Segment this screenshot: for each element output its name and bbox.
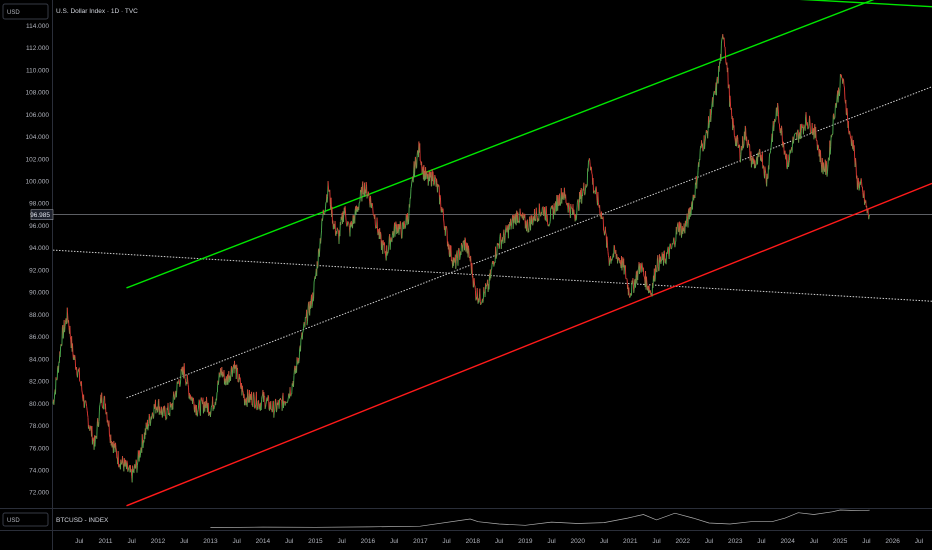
- btc-index-pane: [210, 509, 870, 528]
- y-tick-label: 76.000: [29, 445, 49, 452]
- btc-index-line: [210, 509, 870, 528]
- channel-lower-line: [126, 182, 932, 507]
- x-tick-label: 2024: [780, 538, 795, 545]
- y-tick-label: 74.000: [29, 468, 49, 475]
- x-tick-label: Jul: [495, 538, 504, 545]
- y-tick-label: 114.000: [26, 23, 49, 30]
- x-tick-label: Jul: [915, 538, 924, 545]
- x-tick-label: Jul: [285, 538, 294, 545]
- x-tick-label: 2019: [518, 538, 533, 545]
- x-tick-label: Jul: [600, 538, 609, 545]
- last-price-marker: 96.985: [30, 209, 54, 221]
- x-tick-label: 2023: [728, 538, 743, 545]
- y-tick-label: 108.000: [26, 90, 50, 97]
- x-tick-label: Jul: [757, 538, 766, 545]
- y-tick-label: 106.000: [26, 112, 50, 119]
- x-tick-label: 2020: [571, 538, 586, 545]
- y-tick-label: 78.000: [29, 423, 49, 430]
- x-tick-label: 2018: [466, 538, 481, 545]
- x-tick-label: Jul: [547, 538, 556, 545]
- x-tick-label: Jul: [862, 538, 871, 545]
- x-tick-label: Jul: [75, 538, 84, 545]
- y-tick-label: 82.000: [29, 379, 49, 386]
- y-tick-label: 72.000: [29, 490, 49, 497]
- y-tick-label: 92.000: [29, 267, 49, 274]
- x-tick-label: 2025: [833, 538, 848, 545]
- x-tick-label: Jul: [652, 538, 661, 545]
- y-tick-label: 84.000: [29, 356, 49, 363]
- x-tick-label: Jul: [442, 538, 451, 545]
- y-tick-label: 104.000: [26, 134, 50, 141]
- x-tick-label: 2014: [256, 538, 271, 545]
- time-axis[interactable]: Jul 2011 Jul 2012 Jul 2013 Jul 2014 Jul 2015 Jul 20…: [75, 538, 924, 545]
- x-tick-label: Jul: [128, 538, 137, 545]
- last-price-label: 96.985: [30, 212, 50, 219]
- price-axis[interactable]: 72.000 74.000 76.000 78.000 80.000 82.000 84.0…: [26, 23, 50, 497]
- last-price-box: [30, 209, 54, 221]
- channel-upper-parallel-line: [799, 0, 932, 8]
- x-tick-label: Jul: [180, 538, 189, 545]
- unit-box-bottom[interactable]: [2, 512, 49, 527]
- unit-label-bottom: USD: [7, 518, 20, 524]
- trend-lines: [52, 0, 932, 507]
- y-tick-label: 86.000: [29, 334, 49, 341]
- x-tick-label: Jul: [390, 538, 399, 545]
- y-tick-label: 96.000: [29, 223, 49, 230]
- x-tick-label: Jul: [233, 538, 242, 545]
- unit-label-top: USD: [7, 10, 20, 16]
- x-tick-label: 2012: [151, 538, 166, 545]
- x-tick-label: 2013: [203, 538, 218, 545]
- y-tick-label: 90.000: [29, 290, 49, 297]
- x-tick-label: Jul: [705, 538, 714, 545]
- y-tick-label: 112.000: [26, 45, 49, 52]
- x-tick-label: 2017: [413, 538, 428, 545]
- y-tick-label: 88.000: [29, 312, 49, 319]
- y-tick-label: 100.000: [26, 178, 50, 185]
- x-tick-label: Jul: [810, 538, 819, 545]
- x-tick-label: Jul: [337, 538, 346, 545]
- x-tick-label: 2015: [308, 538, 323, 545]
- channel-upper-line: [126, 0, 875, 289]
- symbol-title: U.S. Dollar Index · 1D · TVC: [56, 8, 138, 15]
- y-tick-label: 102.000: [26, 156, 50, 163]
- x-tick-label: 2016: [361, 538, 376, 545]
- unit-box-top[interactable]: [2, 3, 49, 20]
- x-tick-label: 2011: [98, 538, 112, 545]
- subchart-title: BTCUSD - INDEX: [56, 517, 109, 524]
- y-tick-label: 98.000: [29, 201, 49, 208]
- y-tick-label: 110.000: [26, 67, 49, 74]
- y-tick-label: 94.000: [29, 245, 49, 252]
- x-tick-label: 2026: [885, 538, 900, 545]
- y-tick-label: 80.000: [29, 401, 49, 408]
- price-series: [52, 34, 870, 483]
- x-tick-label: 2022: [675, 538, 690, 545]
- x-tick-label: 2021: [623, 538, 638, 545]
